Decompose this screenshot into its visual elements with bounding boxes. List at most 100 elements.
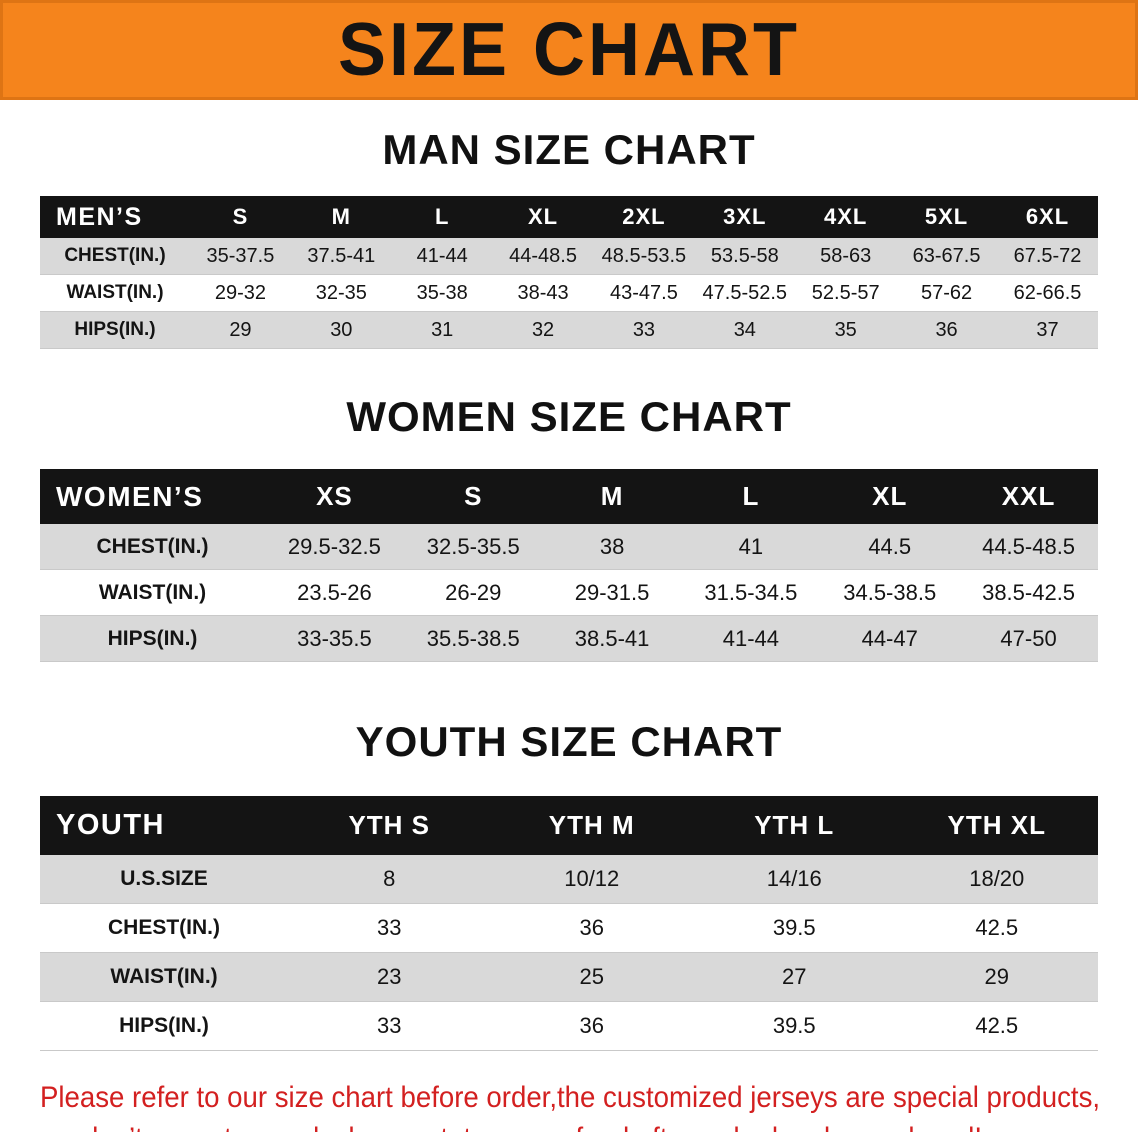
size-cell: 67.5-72 [997,238,1098,275]
size-cell: 36 [896,311,997,349]
youth-section-heading: YOUTH SIZE CHART [355,718,783,765]
table-header-row: WOMEN’S XS S M L XL XXL [40,469,1098,524]
size-column-header: XL [820,469,960,524]
row-label: CHEST(IN.) [40,524,265,570]
size-cell: 41-44 [391,238,493,275]
size-cell: 37.5-41 [290,238,392,275]
size-cell: 57-62 [896,274,997,312]
row-label: WAIST(IN.) [40,952,288,1002]
size-column-header: XXL [959,469,1098,524]
table-row: WAIST(IN.) 23.5-26 26-29 29-31.5 31.5-34.5 34… [40,569,1098,616]
size-cell: 44-47 [820,615,960,662]
row-label: WAIST(IN.) [40,274,190,312]
size-cell: 23.5-26 [265,569,404,616]
banner-title: SIZE CHART [338,8,800,92]
size-column-header: S [190,196,291,238]
table-row: CHEST(IN.) 33 36 39.5 42.5 [40,903,1098,953]
size-cell: 34 [694,311,796,349]
row-label: U.S.SIZE [40,855,288,904]
size-cell: 38 [542,524,682,570]
size-cell: 33 [593,311,695,349]
table-corner-label: YOUTH [40,796,288,855]
size-cell: 33-35.5 [265,615,404,662]
row-label: CHEST(IN.) [40,238,190,275]
size-cell: 47-50 [959,615,1098,662]
size-cell: 41-44 [681,615,821,662]
size-column-header: M [542,469,682,524]
table-row: HIPS(IN.) 29 30 31 32 33 34 35 36 37 [40,311,1098,349]
size-cell: 23 [288,952,491,1002]
size-cell: 10/12 [490,855,693,904]
size-column-header: M [290,196,392,238]
women-section-heading: WOMEN SIZE CHART [346,393,792,440]
size-cell: 14/16 [693,855,896,904]
size-column-header: 2XL [593,196,695,238]
size-cell: 26-29 [403,569,543,616]
size-cell: 18/20 [895,855,1098,904]
size-column-header: 5XL [896,196,997,238]
size-cell: 62-66.5 [997,274,1098,312]
size-cell: 29.5-32.5 [265,524,404,570]
size-column-header: S [403,469,543,524]
size-cell: 53.5-58 [694,238,796,275]
size-cell: 47.5-52.5 [694,274,796,312]
size-cell: 33 [288,903,491,953]
row-label: CHEST(IN.) [40,903,288,953]
size-column-header: XS [265,469,404,524]
size-cell: 35 [795,311,897,349]
size-column-header: YTH XL [895,796,1098,855]
size-column-header: L [681,469,821,524]
size-cell: 8 [288,855,491,904]
size-chart-banner: SIZE CHART [0,0,1138,100]
size-cell: 44-48.5 [492,238,594,275]
size-cell: 32.5-35.5 [403,524,543,570]
table-corner-label: WOMEN’S [40,469,265,524]
size-cell: 35-37.5 [190,238,291,275]
table-row: CHEST(IN.) 35-37.5 37.5-41 41-44 44-48.5 48.5… [40,238,1098,275]
size-cell: 37 [997,311,1098,349]
size-cell: 34.5-38.5 [820,569,960,616]
size-cell: 31 [391,311,493,349]
table-header-row: YOUTH YTH S YTH M YTH L YTH XL [40,796,1098,855]
size-cell: 39.5 [693,903,896,953]
size-cell: 35-38 [391,274,493,312]
size-cell: 36 [490,903,693,953]
row-label: HIPS(IN.) [40,1001,288,1051]
table-row: CHEST(IN.) 29.5-32.5 32.5-35.5 38 41 44.5 44.5… [40,524,1098,570]
table-row: WAIST(IN.) 29-32 32-35 35-38 38-43 43-47.5 47.… [40,274,1098,312]
size-cell: 38.5-42.5 [959,569,1098,616]
size-column-header: 3XL [694,196,796,238]
footer-note: Please refer to our size chart before or… [40,1077,1138,1132]
table-row: U.S.SIZE 8 10/12 14/16 18/20 [40,855,1098,904]
size-cell: 35.5-38.5 [403,615,543,662]
size-cell: 44.5-48.5 [959,524,1098,570]
size-column-header: YTH M [490,796,693,855]
size-cell: 48.5-53.5 [593,238,695,275]
size-cell: 39.5 [693,1001,896,1051]
table-row: WAIST(IN.) 23 25 27 29 [40,952,1098,1002]
size-cell: 43-47.5 [593,274,695,312]
table-header-row: MEN’S S M L XL 2XL 3XL 4XL 5XL 6XL [40,196,1098,238]
size-cell: 32-35 [290,274,392,312]
youth-size-table: YOUTH YTH S YTH M YTH L YTH XL U.S.SIZE 8 10/12… [40,796,1098,1051]
size-cell: 38.5-41 [542,615,682,662]
table-row: HIPS(IN.) 33 36 39.5 42.5 [40,1001,1098,1051]
size-cell: 27 [693,952,896,1002]
size-column-header: 4XL [795,196,897,238]
size-cell: 30 [290,311,392,349]
size-cell: 31.5-34.5 [681,569,821,616]
size-cell: 29-32 [190,274,291,312]
size-cell: 25 [490,952,693,1002]
size-column-header: YTH S [288,796,491,855]
women-size-table: WOMEN’S XS S M L XL XXL CHEST(IN.) 29.5-32.5 32.5… [40,469,1098,662]
size-cell: 41 [681,524,821,570]
size-cell: 63-67.5 [896,238,997,275]
size-cell: 32 [492,311,594,349]
size-column-header: 6XL [997,196,1098,238]
size-cell: 58-63 [795,238,897,275]
table-corner-label: MEN’S [40,196,190,238]
size-cell: 44.5 [820,524,960,570]
footer-note-line2: we don’t accept cancel, change, teturn o… [40,1118,1050,1132]
size-cell: 42.5 [895,1001,1098,1051]
size-column-header: XL [492,196,594,238]
